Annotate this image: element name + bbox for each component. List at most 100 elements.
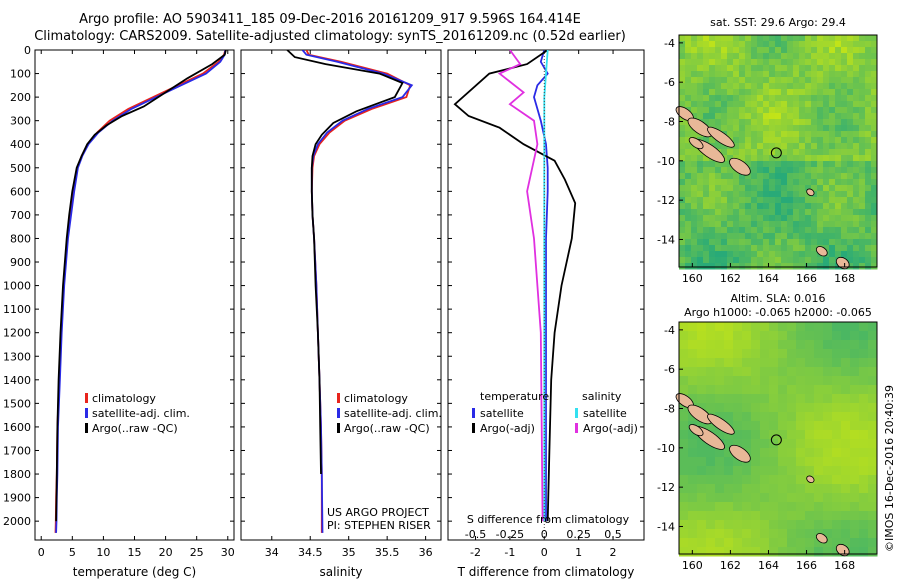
map-cell [715,179,722,186]
map-cell [745,59,752,66]
map-cell [805,349,815,359]
map-cell [781,233,788,240]
map-cell [847,131,854,138]
map-cell [769,35,776,42]
map-cell [841,119,848,126]
map-cell [781,47,788,54]
map-cell [865,167,872,174]
map-cell [835,221,842,228]
map-cell [868,520,878,530]
map-cell [769,421,779,431]
map-cell [811,65,818,72]
x-tick-label: -1 [504,546,515,559]
map-cell [769,430,779,440]
map-cell [832,448,842,458]
map-cell [832,340,842,350]
map-cell [733,215,740,222]
map-cell [814,331,824,341]
map-cell [703,161,710,168]
map-cell [805,358,815,368]
map-cell [859,167,866,174]
map-cell [835,47,842,54]
map-cell [721,89,728,96]
map-cell [853,239,860,246]
map-cell [841,107,848,114]
map-cell [715,197,722,204]
map-cell [724,376,734,386]
map-cell [793,227,800,234]
map-cell [793,125,800,132]
map-cell [850,466,860,476]
map-cell [727,59,734,66]
map-cell [868,385,878,395]
map-cell [688,394,698,404]
map-cell [685,197,692,204]
map-cell [787,394,797,404]
map-cell [703,77,710,84]
map-cell [871,209,878,216]
map-cell [703,71,710,78]
map-cell [847,221,854,228]
series-line-salinity-argo-adj- [497,50,544,522]
map-cell [841,457,851,467]
map-cell [823,89,830,96]
map-cell [721,47,728,54]
map-cell [871,53,878,60]
map-cell [823,493,833,503]
map-cell [787,35,794,42]
map-cell [781,245,788,252]
map-cell [787,457,797,467]
map-cell [781,59,788,66]
x-tick-label: 164 [758,272,779,285]
map-cell [697,59,704,66]
map-cell [823,35,830,42]
map-cell [769,179,776,186]
map-cell [763,257,770,264]
map-cell [697,161,704,168]
map-cell [775,65,782,72]
map-cell [775,143,782,150]
map-cell [823,412,833,422]
map-cell [769,83,776,90]
map-cell [727,83,734,90]
map-cell [751,221,758,228]
map-cell [679,143,686,150]
y-tick-label: -8 [664,403,675,416]
map-cell [697,340,707,350]
map-cell [757,173,764,180]
map-cell [805,245,812,252]
map-cell [787,143,794,150]
map-cell [865,95,872,102]
map-cell [841,131,848,138]
map-cell [871,131,878,138]
map-cell [751,143,758,150]
map-cell [691,185,698,192]
map-cell [733,376,743,386]
map-cell [769,331,779,341]
map-cell [871,191,878,198]
map-cell [763,239,770,246]
map-cell [847,257,854,264]
map-cell [841,340,851,350]
map-cell [817,131,824,138]
map-cell [775,77,782,84]
map-cell [775,137,782,144]
map-cell [691,191,698,198]
map-cell [832,331,842,341]
map-cell [853,161,860,168]
map-cell [841,71,848,78]
map-cell [709,137,716,144]
map-cell [817,185,824,192]
map-cell [760,475,770,485]
map-cell [769,137,776,144]
top-tick-label: 0.25 [566,528,591,541]
map-cell [775,167,782,174]
map-cell [832,475,842,485]
map-cell [793,197,800,204]
map-cell [745,101,752,108]
map-cell [841,421,851,431]
map-cell [745,263,752,270]
map-cell [751,251,758,258]
map-cell [742,511,752,521]
